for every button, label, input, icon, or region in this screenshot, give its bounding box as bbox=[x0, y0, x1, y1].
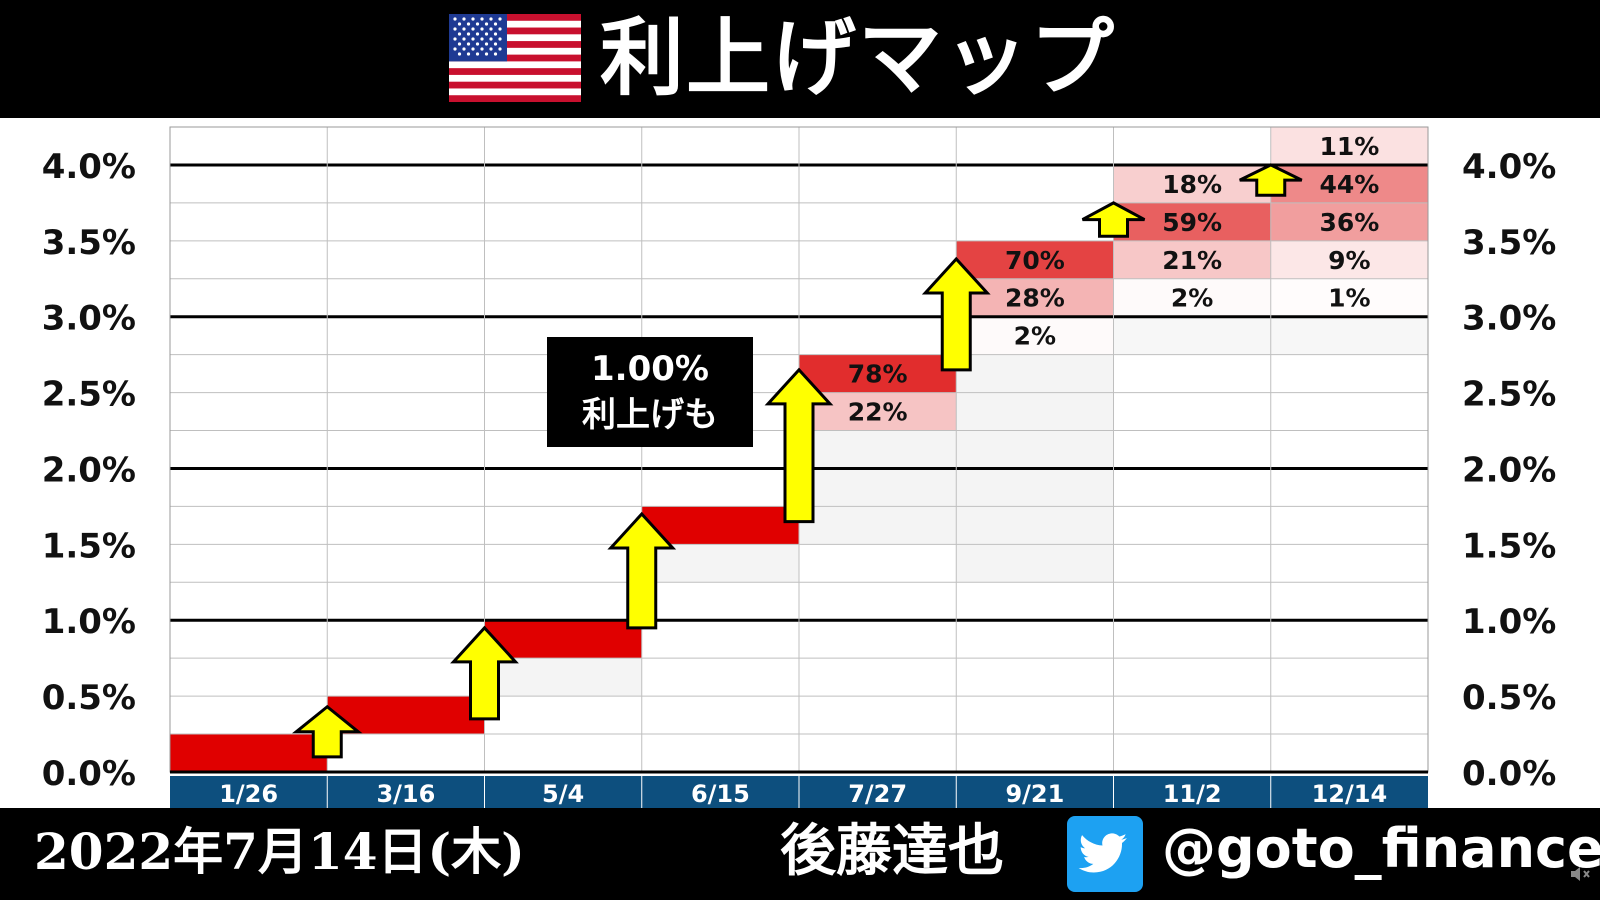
hike-arrow-icon bbox=[764, 367, 834, 524]
x-tick-label: 7/27 bbox=[848, 780, 907, 808]
x-tick-label: 5/4 bbox=[542, 780, 584, 808]
prob-label: 18% bbox=[1162, 170, 1222, 199]
x-tick-label: 3/16 bbox=[376, 780, 435, 808]
x-tick-label: 12/14 bbox=[1312, 780, 1388, 808]
rate-band-1/26 bbox=[170, 734, 328, 772]
prob-label: 2% bbox=[1171, 284, 1213, 313]
hike-arrow-icon bbox=[607, 511, 677, 630]
us-flag-icon bbox=[449, 14, 581, 102]
callout-line2: 利上げも bbox=[582, 395, 718, 435]
y-tick-label-left: 0.0% bbox=[42, 754, 136, 794]
page-title: 利上げマップ bbox=[600, 9, 1117, 107]
prob-cell bbox=[956, 240, 1114, 279]
prob-cell bbox=[1113, 202, 1271, 241]
prob-label: 70% bbox=[1005, 246, 1065, 275]
rate-hike-chart: 1/26 3/16 5/4 6/15 7/27 9/21 11/2 12/14 0.0% 0.0%… bbox=[0, 118, 1600, 808]
hike-arrow-icon bbox=[1239, 163, 1303, 197]
prob-label: 22% bbox=[848, 398, 908, 427]
prob-label: 2% bbox=[1014, 322, 1056, 351]
shade-cell bbox=[1270, 316, 1428, 355]
prob-label: 1% bbox=[1328, 284, 1370, 313]
x-tick-label: 1/26 bbox=[219, 780, 278, 808]
rate-band-5/4 bbox=[484, 620, 642, 659]
y-tick-label-right: 2.5% bbox=[1462, 375, 1556, 415]
y-tick-label-left: 2.5% bbox=[42, 375, 136, 415]
hike-arrow-icon bbox=[450, 625, 519, 721]
callout-box: 1.00% 利上げも bbox=[547, 337, 753, 447]
y-tick-label-right: 2.0% bbox=[1462, 450, 1556, 490]
prob-cell bbox=[1270, 240, 1428, 279]
x-tick-label: 6/15 bbox=[691, 780, 750, 808]
y-tick-label-left: 2.0% bbox=[42, 450, 136, 490]
rate-band-6/15 bbox=[641, 506, 799, 545]
header-bar: 利上げマップ bbox=[0, 0, 1600, 118]
prob-label: 78% bbox=[848, 360, 908, 389]
prob-label: 11% bbox=[1319, 132, 1379, 161]
prob-cell bbox=[1270, 164, 1428, 203]
y-tick-label-right: 0.5% bbox=[1462, 678, 1556, 718]
y-tick-label-left: 4.0% bbox=[42, 147, 136, 187]
footer-handle[interactable]: @goto_finance bbox=[1162, 817, 1600, 880]
prob-cell bbox=[956, 316, 1114, 355]
prob-label: 59% bbox=[1162, 208, 1222, 237]
prob-label: 9% bbox=[1328, 246, 1370, 275]
footer-date: 2022年7月14日(木) bbox=[34, 822, 525, 881]
prob-cell bbox=[1270, 127, 1428, 165]
hike-arrow-icon bbox=[1081, 201, 1146, 238]
y-tick-label-right: 3.0% bbox=[1462, 299, 1556, 339]
y-tick-label-right: 1.5% bbox=[1462, 526, 1556, 566]
x-tick-label: 9/21 bbox=[1005, 780, 1064, 808]
shade-cell bbox=[484, 658, 642, 697]
prob-label: 44% bbox=[1319, 170, 1379, 199]
shade-cell bbox=[1113, 316, 1271, 355]
prob-cell bbox=[1113, 278, 1271, 317]
prob-label: 21% bbox=[1162, 246, 1222, 275]
y-tick-label-right: 0.0% bbox=[1462, 754, 1556, 794]
y-tick-label-right: 1.0% bbox=[1462, 602, 1556, 642]
speaker-icon[interactable] bbox=[1568, 862, 1592, 886]
shade-cell bbox=[799, 430, 957, 545]
twitter-bird-icon[interactable] bbox=[1067, 816, 1143, 892]
callout-line1: 1.00% bbox=[591, 349, 709, 389]
y-tick-label-right: 3.5% bbox=[1462, 223, 1556, 263]
hike-arrow-icon bbox=[292, 704, 363, 759]
prob-cell bbox=[1270, 202, 1428, 241]
prob-cell bbox=[1113, 240, 1271, 279]
y-tick-label-left: 1.0% bbox=[42, 602, 136, 642]
x-tick-label: 11/2 bbox=[1163, 780, 1222, 808]
hike-arrow-icon bbox=[921, 256, 991, 372]
y-tick-label-left: 3.0% bbox=[42, 299, 136, 339]
prob-cell bbox=[799, 354, 957, 393]
prob-cell bbox=[1113, 164, 1271, 203]
prob-label: 28% bbox=[1005, 284, 1065, 313]
footer-author: 後藤達也 bbox=[780, 818, 1004, 884]
y-tick-label-right: 4.0% bbox=[1462, 147, 1556, 187]
prob-cell bbox=[1270, 278, 1428, 317]
prob-label: 36% bbox=[1319, 208, 1379, 237]
prob-cell bbox=[956, 278, 1114, 317]
y-tick-label-left: 3.5% bbox=[42, 223, 136, 263]
y-tick-label-left: 0.5% bbox=[42, 678, 136, 718]
footer-bar: 2022年7月14日(木) 後藤達也 @goto_finance bbox=[0, 808, 1600, 900]
shade-cell bbox=[641, 544, 799, 583]
y-tick-label-left: 1.5% bbox=[42, 526, 136, 566]
